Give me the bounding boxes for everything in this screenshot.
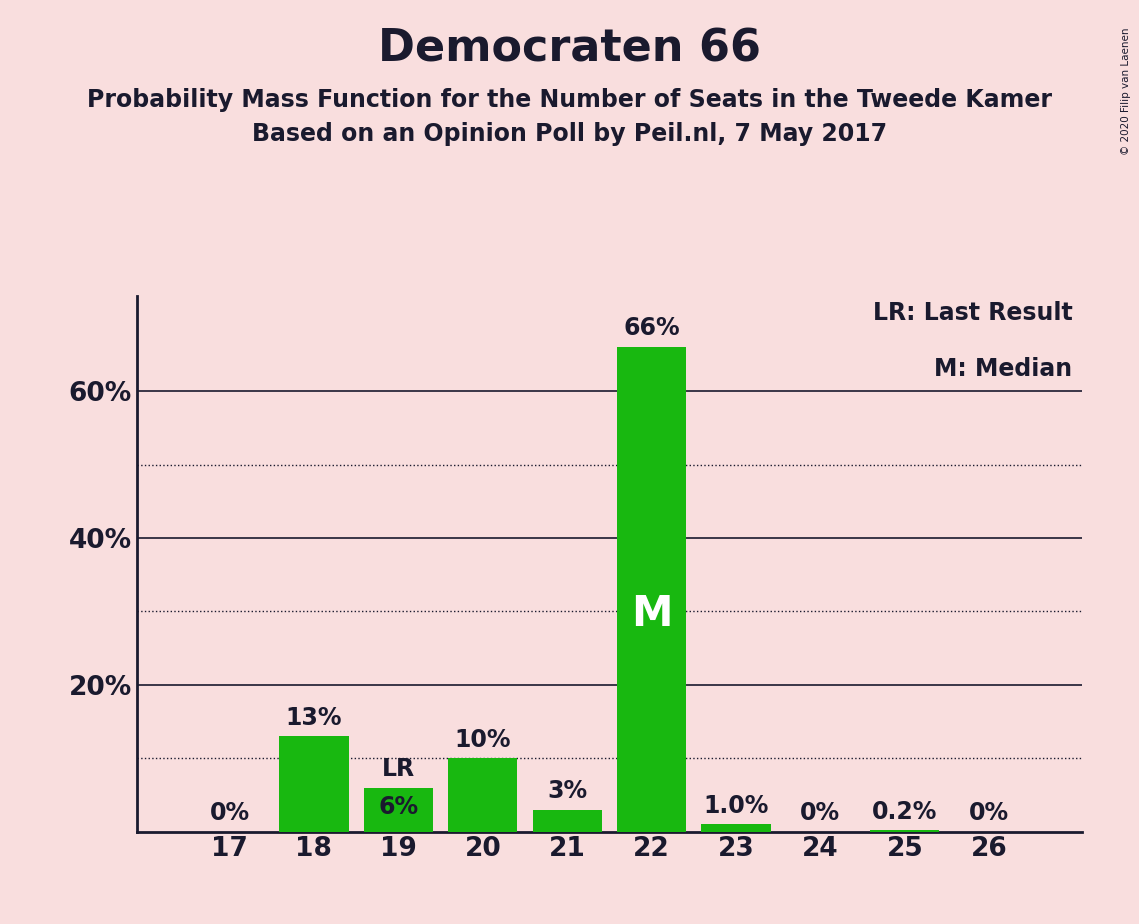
Text: 1.0%: 1.0% [703, 794, 769, 818]
Bar [533, 809, 601, 832]
Bar [448, 759, 517, 832]
Bar [279, 736, 349, 832]
Text: LR: LR [382, 757, 415, 781]
Text: Probability Mass Function for the Number of Seats in the Tweede Kamer: Probability Mass Function for the Number… [87, 88, 1052, 112]
Text: Based on an Opinion Poll by Peil.nl, 7 May 2017: Based on an Opinion Poll by Peil.nl, 7 M… [252, 122, 887, 146]
Text: M: Median: M: Median [934, 358, 1073, 382]
Text: 0%: 0% [801, 801, 841, 825]
Text: LR: Last Result: LR: Last Result [872, 301, 1073, 325]
Text: 6%: 6% [378, 795, 418, 819]
Text: 10%: 10% [454, 727, 511, 751]
Text: Democraten 66: Democraten 66 [378, 28, 761, 71]
Text: 3%: 3% [547, 779, 588, 803]
Text: 13%: 13% [286, 706, 342, 730]
Text: 0.2%: 0.2% [872, 799, 937, 823]
Bar [617, 347, 686, 832]
Bar [702, 824, 771, 832]
Text: 0%: 0% [210, 801, 249, 825]
Text: M: M [631, 592, 672, 635]
Text: 0%: 0% [969, 801, 1009, 825]
Bar [870, 830, 940, 832]
Text: 66%: 66% [623, 316, 680, 340]
Bar [363, 787, 433, 832]
Text: © 2020 Filip van Laenen: © 2020 Filip van Laenen [1121, 28, 1131, 155]
